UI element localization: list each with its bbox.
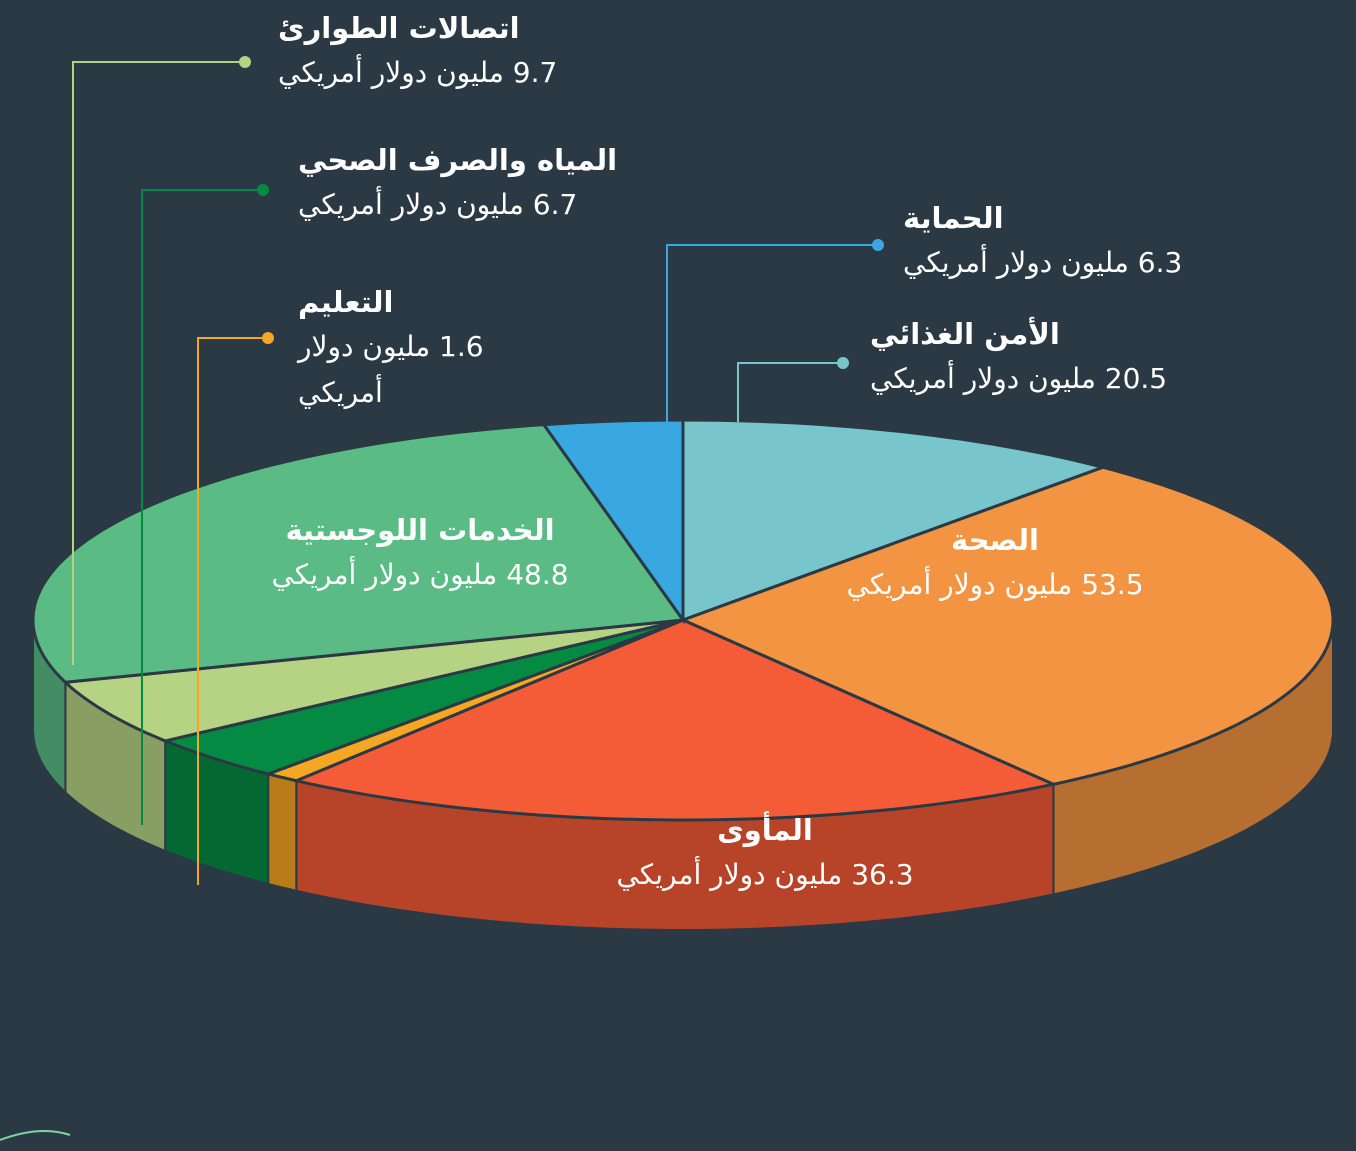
slice	[61, 618, 684, 743]
category-name: اتصالات الطوارئ	[278, 11, 520, 45]
value-label: 53.5 مليون دولار أمريكي	[846, 568, 1144, 601]
value-label: 6.7 مليون دولار أمريكي	[298, 188, 578, 221]
category-name: الحماية	[903, 201, 1004, 235]
slice-side	[267, 772, 298, 892]
category-name: الصحة	[951, 523, 1039, 557]
value-label: 20.5 مليون دولار أمريكي	[870, 362, 1168, 395]
category-name: الخدمات اللوجستية	[285, 513, 555, 547]
leader-line	[72, 61, 245, 665]
slice-label: المأوى 36.3 مليون دولار أمريكي	[565, 808, 965, 898]
leader-line	[197, 337, 268, 885]
leader-line	[141, 189, 263, 825]
category-name: التعليم	[298, 285, 394, 319]
value-label: 9.7 مليون دولار أمريكي	[278, 56, 558, 89]
slice-label: المياه والصرف الصحي 6.7 مليون دولار أمريك…	[298, 138, 678, 228]
slice	[681, 418, 1109, 623]
category-name: المياه والصرف الصحي	[298, 143, 618, 177]
slice-label: الصحة 53.5 مليون دولار أمريكي	[795, 518, 1195, 608]
slice-label: الخدمات اللوجستية 48.8 مليون دولار أمريكي	[220, 508, 620, 598]
category-name: الأمن الغذائي	[870, 317, 1060, 351]
slice-label: اتصالات الطوارئ 9.7 مليون دولار أمريكي	[278, 6, 658, 96]
value-label: 6.3 مليون دولار أمريكي	[903, 246, 1183, 279]
slice	[541, 418, 685, 625]
slice	[678, 465, 1335, 786]
leader-dot	[262, 332, 274, 344]
leader-dot	[837, 357, 849, 369]
slice	[160, 618, 684, 776]
value-label: 36.3 مليون دولار أمريكي	[616, 858, 914, 891]
value-label: 48.8 مليون دولار أمريكي	[271, 558, 569, 591]
decor-arc	[0, 1130, 71, 1141]
slice-label: الحماية 6.3 مليون دولار أمريكي	[903, 196, 1283, 286]
leader-line	[666, 244, 878, 422]
category-name: المأوى	[717, 813, 813, 847]
slice	[31, 423, 686, 684]
leader-dot	[257, 184, 269, 196]
slice-label: الأمن الغذائي 20.5 مليون دولار أمريكي	[870, 312, 1250, 402]
leader-dot	[872, 239, 884, 251]
leader-dot	[239, 56, 251, 68]
leader-line	[737, 362, 843, 422]
slice-label: التعليم 1.6 مليون دولار أمريكي	[298, 280, 528, 416]
value-label: 1.6 مليون دولار أمريكي	[298, 330, 484, 409]
slice	[291, 618, 1059, 822]
